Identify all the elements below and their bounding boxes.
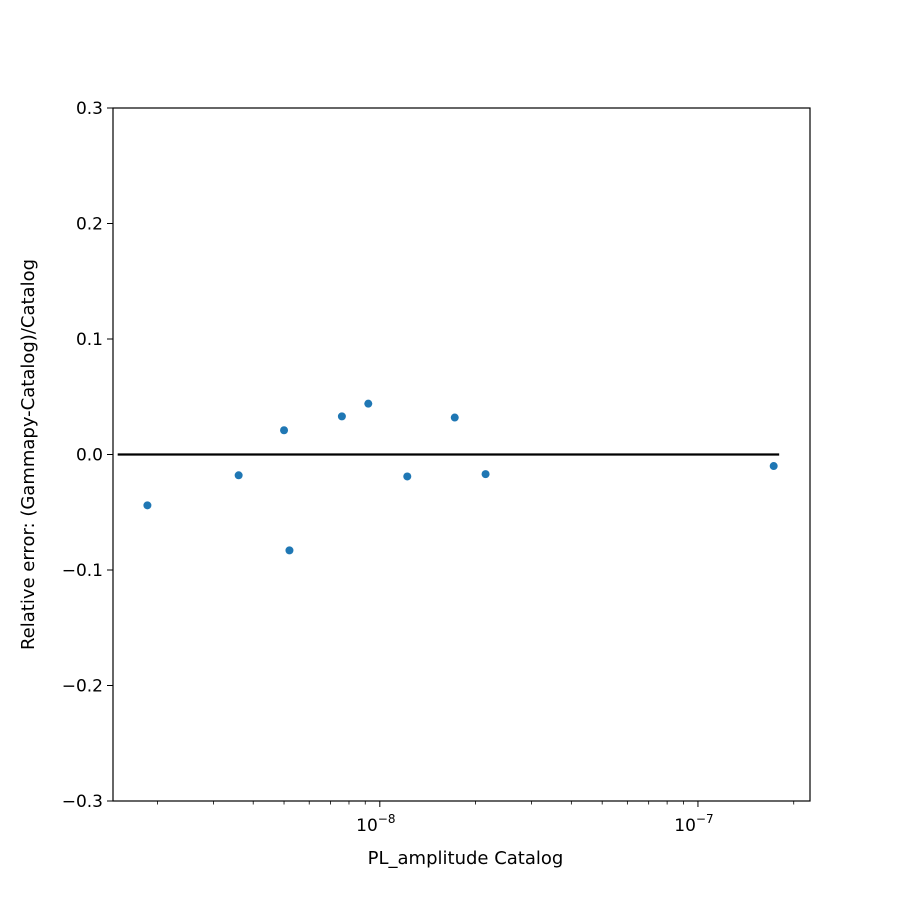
plot-frame	[112, 107, 811, 802]
data-point	[769, 462, 778, 471]
data-point	[234, 471, 243, 480]
y-tick-label: 0.0	[76, 446, 103, 466]
y-tick-label: 0.3	[76, 99, 103, 119]
y-axis-label: Relative error: (Gammapy-Catalog)/Catalo…	[18, 259, 39, 650]
x-tick-base: 10	[356, 816, 378, 836]
y-tick-label: −0.3	[62, 792, 103, 812]
data-point	[285, 546, 294, 555]
x-tick-exponent: −7	[696, 812, 714, 826]
data-point	[481, 470, 490, 479]
x-tick-exponent: −8	[378, 812, 396, 826]
ticks-layer: 0.30.20.10.0−0.1−0.2−0.310−8 10−7	[62, 99, 795, 836]
x-tick-label: 10−8	[356, 812, 395, 836]
data-point	[450, 413, 459, 422]
data-point	[364, 399, 373, 408]
x-tick-label: 10−7	[674, 812, 713, 836]
y-tick-label: 0.1	[76, 330, 103, 350]
y-tick-label: 0.2	[76, 215, 103, 235]
y-tick-label: −0.2	[62, 677, 103, 697]
data-point	[337, 412, 346, 421]
data-point	[143, 501, 152, 510]
x-axis-label: PL_amplitude Catalog	[368, 848, 564, 869]
y-tick-label: −0.1	[62, 561, 103, 581]
data-point	[280, 426, 289, 435]
points-layer	[143, 399, 778, 555]
x-tick-base: 10	[674, 816, 696, 836]
data-point	[403, 472, 412, 481]
